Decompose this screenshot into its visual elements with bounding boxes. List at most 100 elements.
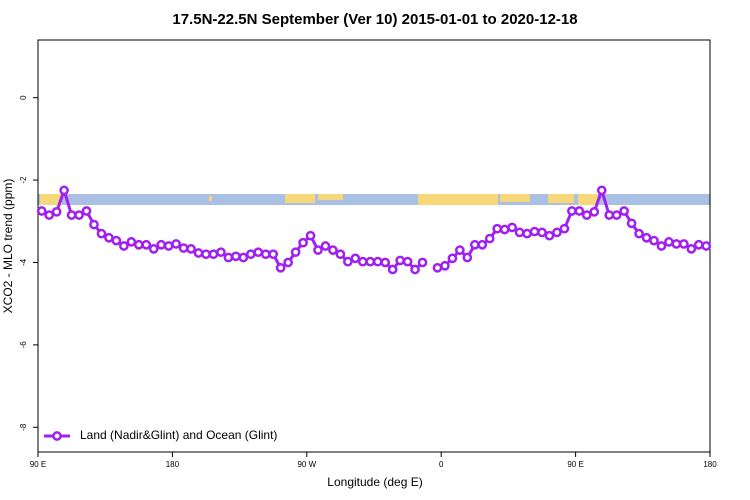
point	[417, 257, 428, 268]
point	[201, 249, 211, 260]
point	[66, 210, 77, 220]
point	[440, 260, 450, 271]
point	[74, 210, 84, 220]
point	[402, 256, 413, 267]
point	[283, 257, 293, 268]
point	[313, 245, 323, 255]
point	[357, 256, 368, 267]
point	[604, 210, 615, 220]
point	[253, 247, 264, 258]
y-tick-label: -8	[19, 423, 28, 431]
point	[36, 206, 47, 216]
point	[410, 264, 420, 275]
point	[589, 206, 600, 217]
point	[529, 226, 540, 237]
point	[567, 206, 577, 216]
x-tick-label: 180	[166, 460, 180, 469]
point	[447, 253, 458, 264]
x-axis-label: Longitude (deg E)	[327, 475, 422, 489]
point	[499, 224, 510, 235]
point	[148, 244, 159, 254]
point	[544, 230, 555, 241]
point	[634, 228, 644, 239]
y-tick-label: -4	[19, 258, 28, 266]
point	[96, 228, 107, 239]
point	[81, 206, 92, 216]
point	[596, 185, 607, 196]
point	[335, 249, 346, 260]
point	[178, 243, 189, 253]
x-tick-label: 0	[439, 460, 444, 469]
point	[44, 210, 55, 220]
point	[395, 255, 405, 266]
point	[111, 235, 122, 246]
point	[298, 237, 308, 248]
point	[693, 239, 704, 250]
point	[455, 245, 465, 255]
point	[231, 251, 241, 262]
x-tick-label: 90 E	[567, 460, 583, 469]
point	[104, 232, 114, 243]
point	[522, 228, 532, 239]
point	[133, 239, 144, 250]
point	[51, 206, 62, 217]
point	[350, 253, 361, 264]
point	[701, 241, 712, 251]
legend-label: Land (Nadir&Glint) and Ocean (Glint)	[80, 428, 277, 442]
point	[59, 185, 69, 196]
x-tick-label: 90 W	[297, 460, 316, 469]
point	[679, 239, 689, 249]
point	[611, 210, 622, 220]
point	[365, 256, 376, 267]
point	[260, 249, 271, 260]
point	[641, 232, 652, 243]
point	[163, 241, 174, 251]
point	[245, 249, 256, 260]
point	[469, 239, 480, 250]
point	[484, 233, 495, 244]
point	[380, 257, 391, 268]
point	[89, 219, 99, 230]
point	[275, 262, 286, 273]
point	[290, 247, 301, 258]
point	[477, 239, 488, 250]
point	[305, 230, 316, 241]
point	[186, 244, 196, 254]
point	[432, 262, 443, 273]
point	[372, 256, 383, 267]
point	[126, 237, 137, 247]
point	[626, 218, 637, 229]
x-tick-label: 90 E	[30, 460, 46, 469]
point	[664, 237, 674, 247]
point	[343, 256, 353, 267]
point	[671, 239, 682, 249]
point	[537, 227, 547, 238]
point	[656, 241, 667, 251]
point	[462, 252, 473, 263]
point	[619, 206, 629, 216]
x-tick-label: 180	[703, 460, 717, 469]
point	[328, 245, 338, 255]
y-tick-label: 0	[19, 95, 28, 100]
point	[208, 249, 219, 260]
chart-title: 17.5N-22.5N September (Ver 10) 2015-01-0…	[172, 11, 577, 28]
point	[581, 210, 592, 220]
point	[552, 227, 562, 238]
point	[574, 206, 585, 216]
point	[141, 239, 152, 250]
point	[320, 241, 331, 251]
point	[514, 227, 525, 238]
point	[193, 248, 204, 258]
point	[559, 223, 570, 234]
point	[268, 249, 279, 260]
point	[686, 244, 697, 254]
point	[238, 252, 249, 263]
point	[492, 223, 503, 234]
y-tick-label: -2	[19, 176, 28, 184]
y-axis-label: XCO2 - MLO trend (ppm)	[1, 179, 15, 314]
point	[649, 235, 659, 246]
point	[223, 252, 234, 263]
point	[507, 222, 517, 233]
legend-marker	[52, 431, 62, 441]
